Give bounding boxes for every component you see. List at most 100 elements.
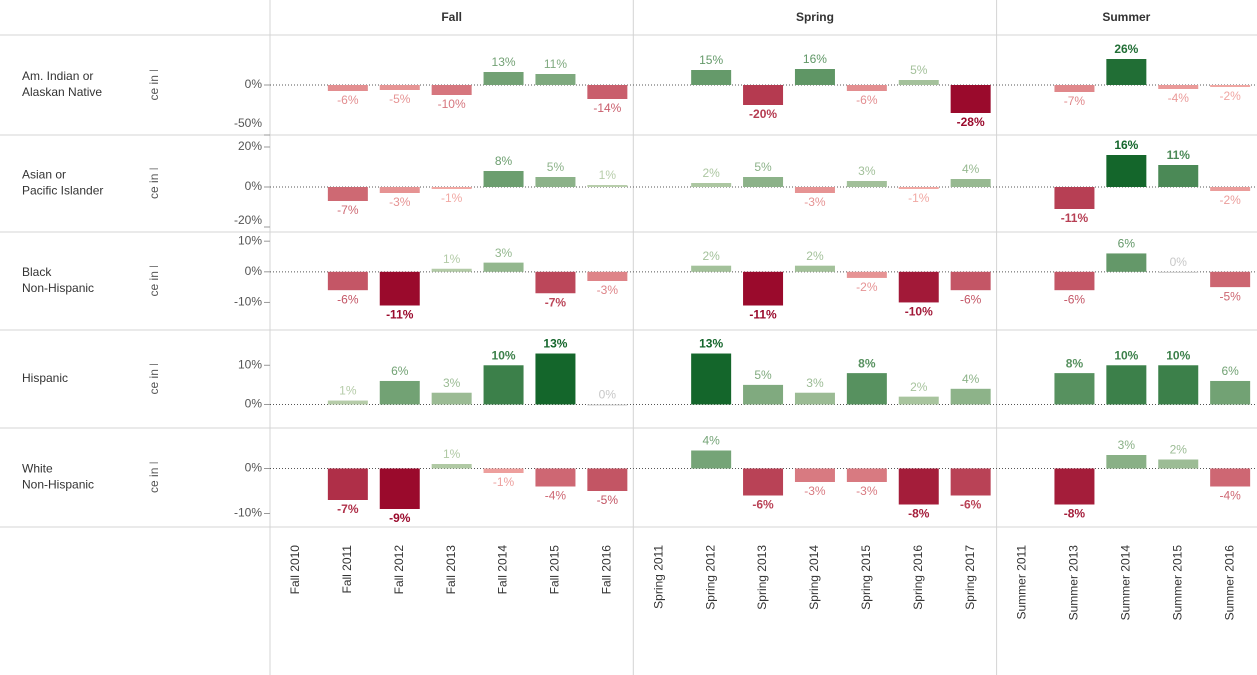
bar — [794, 468, 835, 482]
bar — [846, 271, 887, 278]
y-tick-label: -10% — [234, 506, 262, 520]
bar — [950, 85, 991, 113]
bar — [950, 388, 991, 405]
value-label: 0% — [1170, 255, 1188, 269]
value-label: -6% — [337, 93, 359, 107]
bar — [1054, 468, 1095, 505]
value-label: -14% — [593, 101, 621, 115]
bar — [379, 187, 420, 193]
value-label: 10% — [492, 348, 516, 362]
value-label: 8% — [858, 356, 876, 370]
bar — [950, 468, 991, 496]
value-label: 2% — [806, 249, 824, 263]
value-label: -4% — [1168, 91, 1190, 105]
bar — [1106, 455, 1147, 469]
x-tick-label: Spring 2016 — [911, 545, 925, 610]
bar — [846, 85, 887, 91]
bar — [587, 185, 628, 187]
y-tick-label: -10% — [234, 295, 262, 309]
value-label: 3% — [806, 376, 824, 390]
value-label: -6% — [856, 93, 878, 107]
value-label: 11% — [544, 57, 567, 71]
value-label: -3% — [389, 195, 411, 209]
value-label: 6% — [1221, 364, 1239, 378]
x-tick-label: Fall 2013 — [444, 545, 458, 595]
bar — [1054, 271, 1095, 291]
value-label: 3% — [1118, 438, 1136, 452]
y-tick-label: 0% — [245, 461, 263, 475]
y-tick-label: 0% — [245, 264, 263, 278]
value-label: 8% — [1066, 356, 1084, 370]
x-tick-label: Fall 2015 — [548, 545, 562, 595]
bar — [743, 384, 784, 405]
bar — [1158, 459, 1199, 469]
bar — [379, 380, 420, 405]
bar — [379, 468, 420, 509]
bar — [898, 396, 939, 405]
bar — [535, 177, 576, 187]
bar — [846, 373, 887, 405]
value-label: 16% — [803, 52, 827, 66]
bar — [327, 400, 368, 405]
bar — [431, 268, 472, 272]
x-tick-label: Fall 2011 — [340, 545, 354, 594]
value-label: 10% — [1166, 348, 1190, 362]
value-label: -1% — [908, 191, 930, 205]
value-label: -10% — [905, 305, 933, 319]
x-tick-label: Fall 2016 — [600, 545, 614, 595]
value-label: -7% — [337, 502, 359, 516]
bar — [535, 468, 576, 487]
value-label: -8% — [908, 507, 930, 521]
bar — [1158, 365, 1199, 405]
value-label: 26% — [1114, 42, 1138, 56]
value-label: 13% — [699, 337, 723, 351]
bar — [950, 271, 991, 291]
bar — [535, 74, 576, 85]
y-tick-label: 0% — [245, 179, 263, 193]
bar — [1210, 85, 1251, 87]
bar — [898, 80, 939, 85]
bar — [1158, 85, 1199, 89]
x-tick-label: Spring 2012 — [703, 545, 717, 610]
bar — [743, 177, 784, 187]
y-tick-label: 0% — [245, 397, 263, 411]
bar — [483, 468, 524, 473]
bar — [483, 262, 524, 272]
y-tick-label: 20% — [238, 139, 262, 153]
y-axis-title: % Difference in Headcount — [147, 406, 161, 549]
x-tick-label: Fall 2010 — [288, 545, 302, 595]
x-tick-label: Summer 2016 — [1222, 545, 1236, 621]
bar — [587, 85, 628, 99]
bar — [898, 271, 939, 303]
value-label: 6% — [391, 364, 409, 378]
value-label: 0% — [599, 388, 617, 402]
bar — [1210, 187, 1251, 191]
x-tick-label: Summer 2011 — [1015, 545, 1029, 620]
x-tick-label: Spring 2014 — [807, 545, 821, 610]
value-label: 6% — [1118, 237, 1136, 251]
y-tick-label: 0% — [245, 77, 263, 91]
x-tick-label: Spring 2017 — [963, 545, 977, 610]
bar — [1054, 187, 1095, 209]
value-label: 1% — [443, 447, 461, 461]
value-label: -3% — [597, 283, 619, 297]
bar — [1158, 165, 1199, 187]
value-label: -20% — [749, 107, 777, 121]
bar — [483, 171, 524, 187]
value-label: 3% — [858, 164, 876, 178]
bar — [327, 85, 368, 91]
bar — [587, 404, 628, 406]
value-label: -6% — [960, 498, 982, 512]
value-label: 1% — [599, 168, 617, 182]
value-label: -7% — [337, 203, 359, 217]
value-label: -6% — [752, 498, 774, 512]
value-label: -11% — [386, 308, 414, 322]
bar — [431, 392, 472, 405]
value-label: -4% — [1219, 489, 1241, 503]
value-label: -6% — [960, 292, 982, 306]
bar — [794, 265, 835, 272]
x-tick-label: Summer 2013 — [1067, 545, 1081, 621]
value-label: -5% — [389, 92, 411, 106]
bar — [743, 271, 784, 306]
